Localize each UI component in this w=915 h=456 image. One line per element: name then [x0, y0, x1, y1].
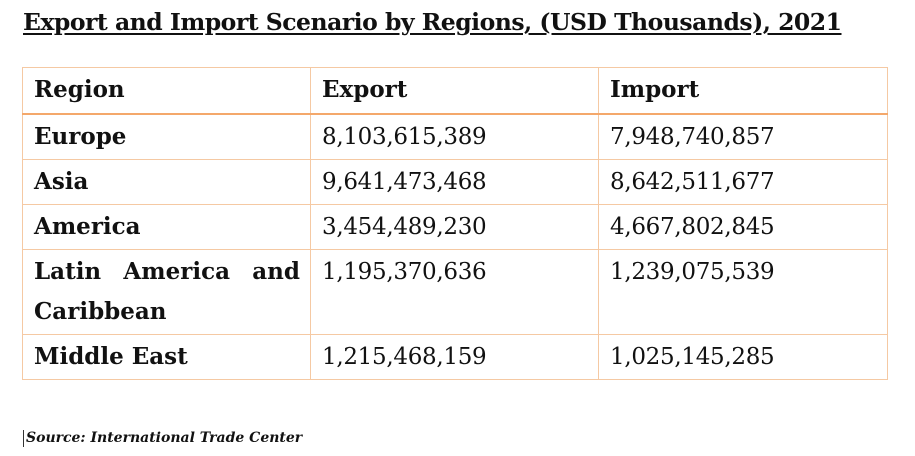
- import-cell: 1,239,075,539: [598, 249, 888, 335]
- export-cell: 3,454,489,230: [310, 204, 599, 250]
- import-cell: 4,667,802,845: [598, 204, 888, 250]
- import-cell: 8,642,511,677: [598, 159, 888, 205]
- table-row: Asia 9,641,473,468 8,642,511,677: [22, 159, 888, 205]
- export-cell: 8,103,615,389: [310, 113, 599, 160]
- region-cell: Asia: [22, 159, 311, 205]
- column-header-region: Region: [22, 67, 311, 115]
- region-cell: Europe: [22, 113, 311, 160]
- table-row: Europe 8,103,615,389 7,948,740,857: [22, 113, 888, 160]
- region-cell: Middle East: [22, 334, 311, 380]
- document-title: Export and Import Scenario by Regions, (…: [23, 8, 842, 36]
- column-header-export: Export: [310, 67, 599, 115]
- table-row: America 3,454,489,230 4,667,802,845: [22, 204, 888, 250]
- table-header-row: Region Export Import: [22, 67, 888, 115]
- export-cell: 9,641,473,468: [310, 159, 599, 205]
- export-cell: 1,195,370,636: [310, 249, 599, 335]
- trade-table: Region Export Import Europe 8,103,615,38…: [22, 67, 888, 380]
- export-cell: 1,215,468,159: [310, 334, 599, 380]
- column-header-import: Import: [598, 67, 888, 115]
- import-cell: 7,948,740,857: [598, 113, 888, 160]
- table-row: Latin America and Caribbean 1,195,370,63…: [22, 249, 888, 335]
- source-note: Source: International Trade Center: [23, 430, 302, 447]
- region-cell: America: [22, 204, 311, 250]
- region-cell: Latin America and Caribbean: [22, 249, 311, 335]
- import-cell: 1,025,145,285: [598, 334, 888, 380]
- table-row: Middle East 1,215,468,159 1,025,145,285: [22, 334, 888, 380]
